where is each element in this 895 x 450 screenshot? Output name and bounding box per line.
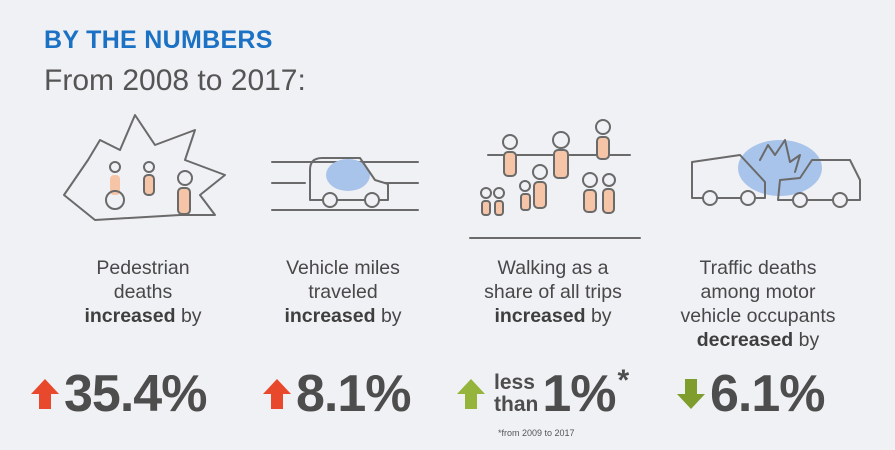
- stat-description: Traffic deaths among motor vehicle occupan…: [658, 256, 858, 352]
- description-line: decreased by: [658, 328, 858, 352]
- car-icon: [271, 157, 419, 211]
- description-line: among motor: [700, 281, 816, 303]
- description-line: Traffic deaths: [699, 257, 817, 279]
- pedestrian-icon: [105, 161, 193, 215]
- footnote-marker: *: [617, 364, 630, 397]
- stat-value: 6.1%: [710, 365, 826, 423]
- icons: [63, 114, 861, 239]
- description-line: Walking as a: [497, 257, 609, 279]
- stat-description: Pedestrian deaths increased by: [43, 256, 243, 328]
- prefix-line: than: [494, 393, 539, 416]
- stat-description: Walking as a share of all trips increased …: [453, 256, 653, 328]
- description-line: share of all trips: [484, 281, 622, 303]
- description-line: increased by: [43, 304, 243, 328]
- stat-description: Vehicle miles traveled increased by: [243, 256, 443, 328]
- stat-value-row: 8.1%: [262, 362, 412, 426]
- description-line: traveled: [308, 281, 378, 303]
- title: BY THE NUMBERS: [44, 26, 273, 54]
- arrow-up: [263, 379, 291, 409]
- stat-value: 8.1%: [296, 365, 412, 423]
- suffix: by: [798, 329, 820, 351]
- suffix: by: [590, 305, 612, 327]
- suffix: by: [380, 305, 402, 327]
- footnote: *from 2009 to 2017: [498, 428, 575, 438]
- description-line: Vehicle miles: [286, 257, 400, 279]
- stat-value-row: less than 1% *: [456, 362, 629, 426]
- walkers-icon: [469, 119, 641, 239]
- value-prefix: less than: [494, 372, 538, 416]
- description-line: Pedestrian: [96, 257, 190, 279]
- crash-icon: [691, 139, 861, 208]
- arrow-down: [677, 379, 705, 409]
- description-line: deaths: [113, 281, 173, 303]
- stat-value: 1%: [542, 365, 616, 423]
- prefix-line: less: [494, 371, 535, 394]
- emphasis: increased: [494, 305, 586, 327]
- arrow-up: [31, 379, 59, 409]
- subtitle: From 2008 to 2017:: [44, 64, 306, 97]
- stat-value-row: 6.1%: [676, 362, 826, 426]
- stat-value: 35.4%: [64, 365, 207, 423]
- description-line: increased by: [243, 304, 443, 328]
- emphasis: increased: [284, 305, 376, 327]
- arrow-up: [457, 379, 485, 409]
- emphasis: decreased: [696, 329, 794, 351]
- suffix: by: [180, 305, 202, 327]
- description-line: increased by: [453, 304, 653, 328]
- emphasis: increased: [84, 305, 176, 327]
- stat-value-row: 35.4%: [30, 362, 207, 426]
- description-line: vehicle occupants: [680, 305, 836, 327]
